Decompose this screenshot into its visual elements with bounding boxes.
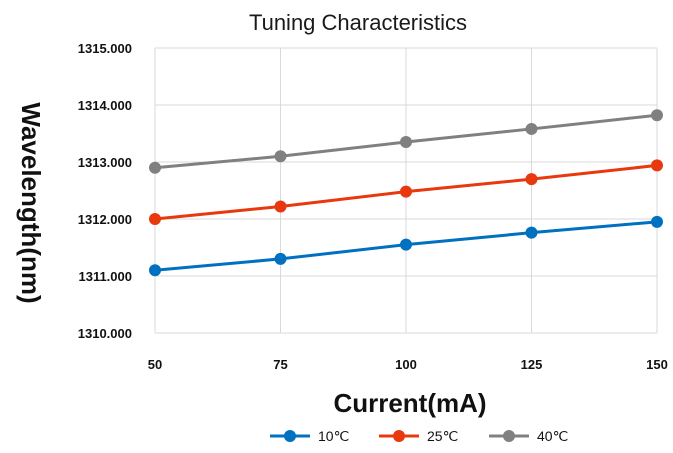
data-point xyxy=(525,226,538,239)
x-axis-title: Current(mA) xyxy=(333,388,486,418)
data-point xyxy=(651,215,663,228)
y-tick-label: 1314.000 xyxy=(78,98,132,113)
y-tick-labels: 1315.000 1314.000 1313.000 1312.000 1311.000… xyxy=(78,41,132,341)
data-point xyxy=(525,122,538,135)
legend-swatch-marker xyxy=(503,430,515,442)
data-point xyxy=(274,150,287,163)
legend-label: 40℃ xyxy=(537,428,568,444)
data-point xyxy=(400,136,412,149)
chart-title: Tuning Characteristics xyxy=(249,10,467,35)
y-tick-label: 1315.000 xyxy=(78,41,132,56)
y-tick-label: 1310.000 xyxy=(78,326,132,341)
x-tick-label: 125 xyxy=(521,357,543,372)
data-point xyxy=(274,200,287,213)
y-tick-label: 1313.000 xyxy=(78,155,132,170)
x-tick-label: 75 xyxy=(273,357,287,372)
data-point xyxy=(400,185,412,198)
y-tick-label: 1312.000 xyxy=(78,212,132,227)
data-point xyxy=(274,252,287,265)
legend-swatch-marker xyxy=(393,430,405,442)
data-point xyxy=(149,264,161,277)
legend-label: 25℃ xyxy=(427,428,458,444)
x-tick-label: 50 xyxy=(148,357,162,372)
x-tick-labels: 50 75 100 125 150 xyxy=(148,357,668,372)
data-point xyxy=(651,109,663,122)
data-point xyxy=(149,161,161,174)
data-point xyxy=(149,213,161,225)
x-tick-label: 150 xyxy=(646,357,668,372)
legend-swatch-marker xyxy=(284,430,296,442)
data-point xyxy=(525,173,538,186)
legend: 10℃ 25℃ 40℃ xyxy=(270,428,568,444)
data-point xyxy=(400,238,412,251)
legend-label: 10℃ xyxy=(318,428,349,444)
data-point xyxy=(651,159,663,172)
x-tick-label: 100 xyxy=(395,357,417,372)
series-group xyxy=(149,109,663,277)
y-axis-title: Wavelength(nm) xyxy=(16,102,46,303)
gridlines xyxy=(154,47,658,334)
y-tick-label: 1311.000 xyxy=(78,269,132,284)
